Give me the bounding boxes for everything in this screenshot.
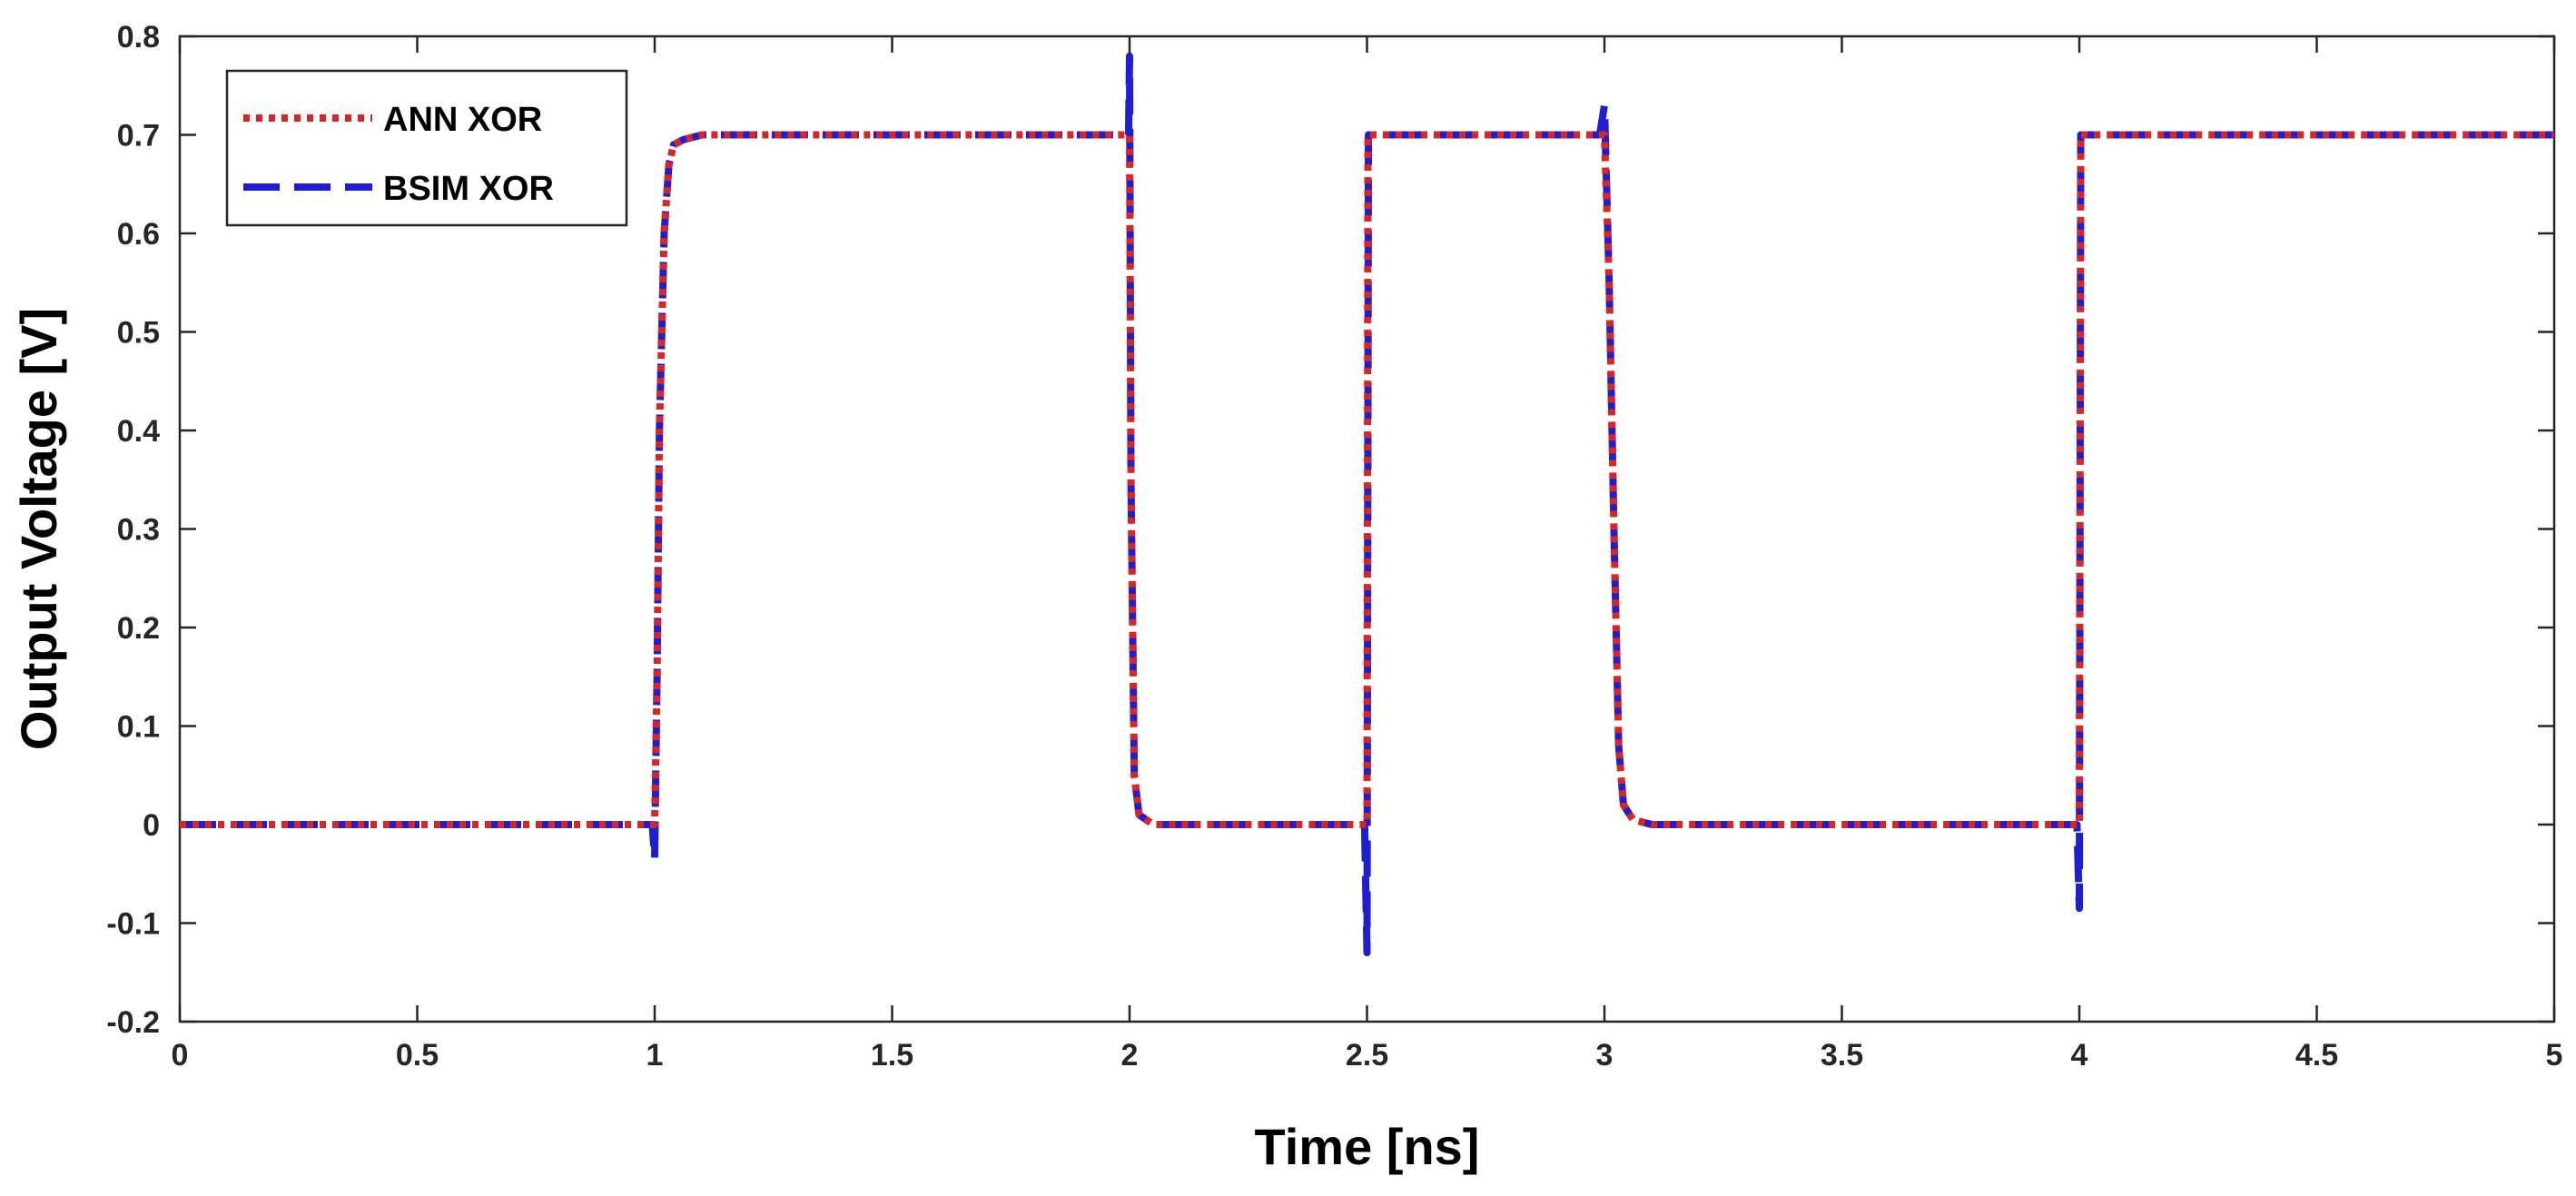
legend-label: ANN XOR bbox=[383, 101, 542, 139]
series-line-ann-xor bbox=[180, 131, 2554, 828]
y-tick-label: 0.8 bbox=[117, 20, 160, 54]
y-tick-label: 0.1 bbox=[117, 710, 160, 745]
x-tick-label: 4 bbox=[2071, 1038, 2088, 1072]
legend: ANN XOR BSIM XOR bbox=[225, 69, 628, 227]
y-tick-label: 0.5 bbox=[117, 316, 160, 351]
x-tick-label: 0 bbox=[172, 1038, 189, 1072]
legend-box bbox=[225, 69, 628, 227]
x-axis: 0 0.5 1 1.5 2 2.5 3 3.5 4 4.5 5 bbox=[172, 36, 2563, 1072]
y-tick-label: -0.1 bbox=[106, 907, 160, 942]
y-tick-label: 0.4 bbox=[117, 414, 160, 449]
x-tick-label: 3 bbox=[1596, 1038, 1614, 1072]
x-tick-label: 1 bbox=[646, 1038, 664, 1072]
y-tick-label: 0.6 bbox=[117, 217, 160, 252]
y-axis: -0.2 -0.1 0 0.1 0.2 0.3 0.4 0.5 0.6 0.7 0.8 bbox=[106, 20, 2554, 1040]
x-axis-title: Time [ns] bbox=[1255, 1118, 1480, 1175]
y-tick-label: -0.2 bbox=[106, 1005, 160, 1040]
x-tick-label: 5 bbox=[2546, 1038, 2563, 1072]
y-tick-label: 0.2 bbox=[117, 611, 160, 646]
y-tick-label: 0.3 bbox=[117, 513, 160, 548]
y-tick-label: 0.7 bbox=[117, 119, 160, 153]
x-tick-label: 4.5 bbox=[2295, 1038, 2338, 1072]
y-tick-label: 0 bbox=[143, 808, 160, 843]
x-tick-label: 0.5 bbox=[396, 1038, 439, 1072]
legend-label: BSIM XOR bbox=[383, 170, 554, 208]
x-tick-label: 3.5 bbox=[1821, 1038, 1863, 1072]
x-tick-label: 1.5 bbox=[871, 1038, 913, 1072]
x-tick-label: 2.5 bbox=[1346, 1038, 1388, 1072]
x-tick-label: 2 bbox=[1121, 1038, 1139, 1072]
series-layer bbox=[180, 52, 2554, 957]
y-axis-title: Output Voltage [V] bbox=[10, 308, 67, 750]
